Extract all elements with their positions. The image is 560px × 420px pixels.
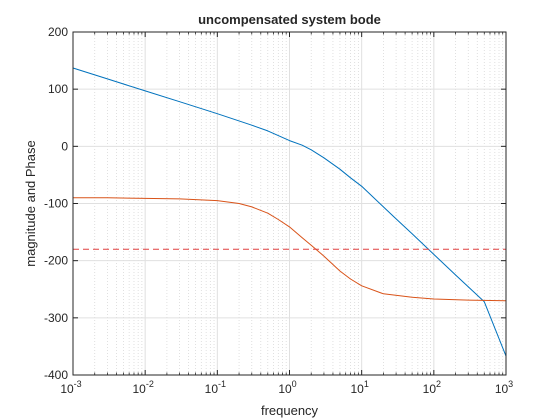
y-tick-label: 0: [61, 139, 68, 153]
y-tick-label: 200: [48, 25, 68, 39]
chart-title: uncompensated system bode: [198, 12, 381, 27]
x-tick-label: 103: [495, 379, 513, 396]
series-line-1: [72, 67, 507, 357]
y-tick-label: -300: [44, 311, 68, 325]
x-axis-label: frequency: [261, 403, 319, 418]
series-line-2: [73, 197, 507, 302]
x-tick-label: 101: [350, 379, 368, 396]
tick-marks: [72, 31, 507, 376]
x-tick-label: 10-3: [60, 379, 81, 396]
y-tick-label: -400: [44, 368, 68, 382]
y-tick-labels: 200 100 0 -100 -200 -300 -400: [44, 25, 68, 382]
y-tick-label: -200: [44, 254, 68, 268]
y-tick-label: -100: [44, 197, 68, 211]
x-tick-label: 102: [423, 379, 441, 396]
series-layer: [72, 67, 507, 357]
x-tick-label: 100: [278, 379, 296, 396]
y-tick-label: 100: [48, 82, 68, 96]
x-tick-label: 10-2: [132, 379, 153, 396]
y-axis-label: magnitude and Phase: [23, 140, 38, 266]
x-tick-label: 10-1: [205, 379, 226, 396]
x-tick-labels: 10-3 10-2 10-1 100 101 102 103: [60, 379, 513, 396]
